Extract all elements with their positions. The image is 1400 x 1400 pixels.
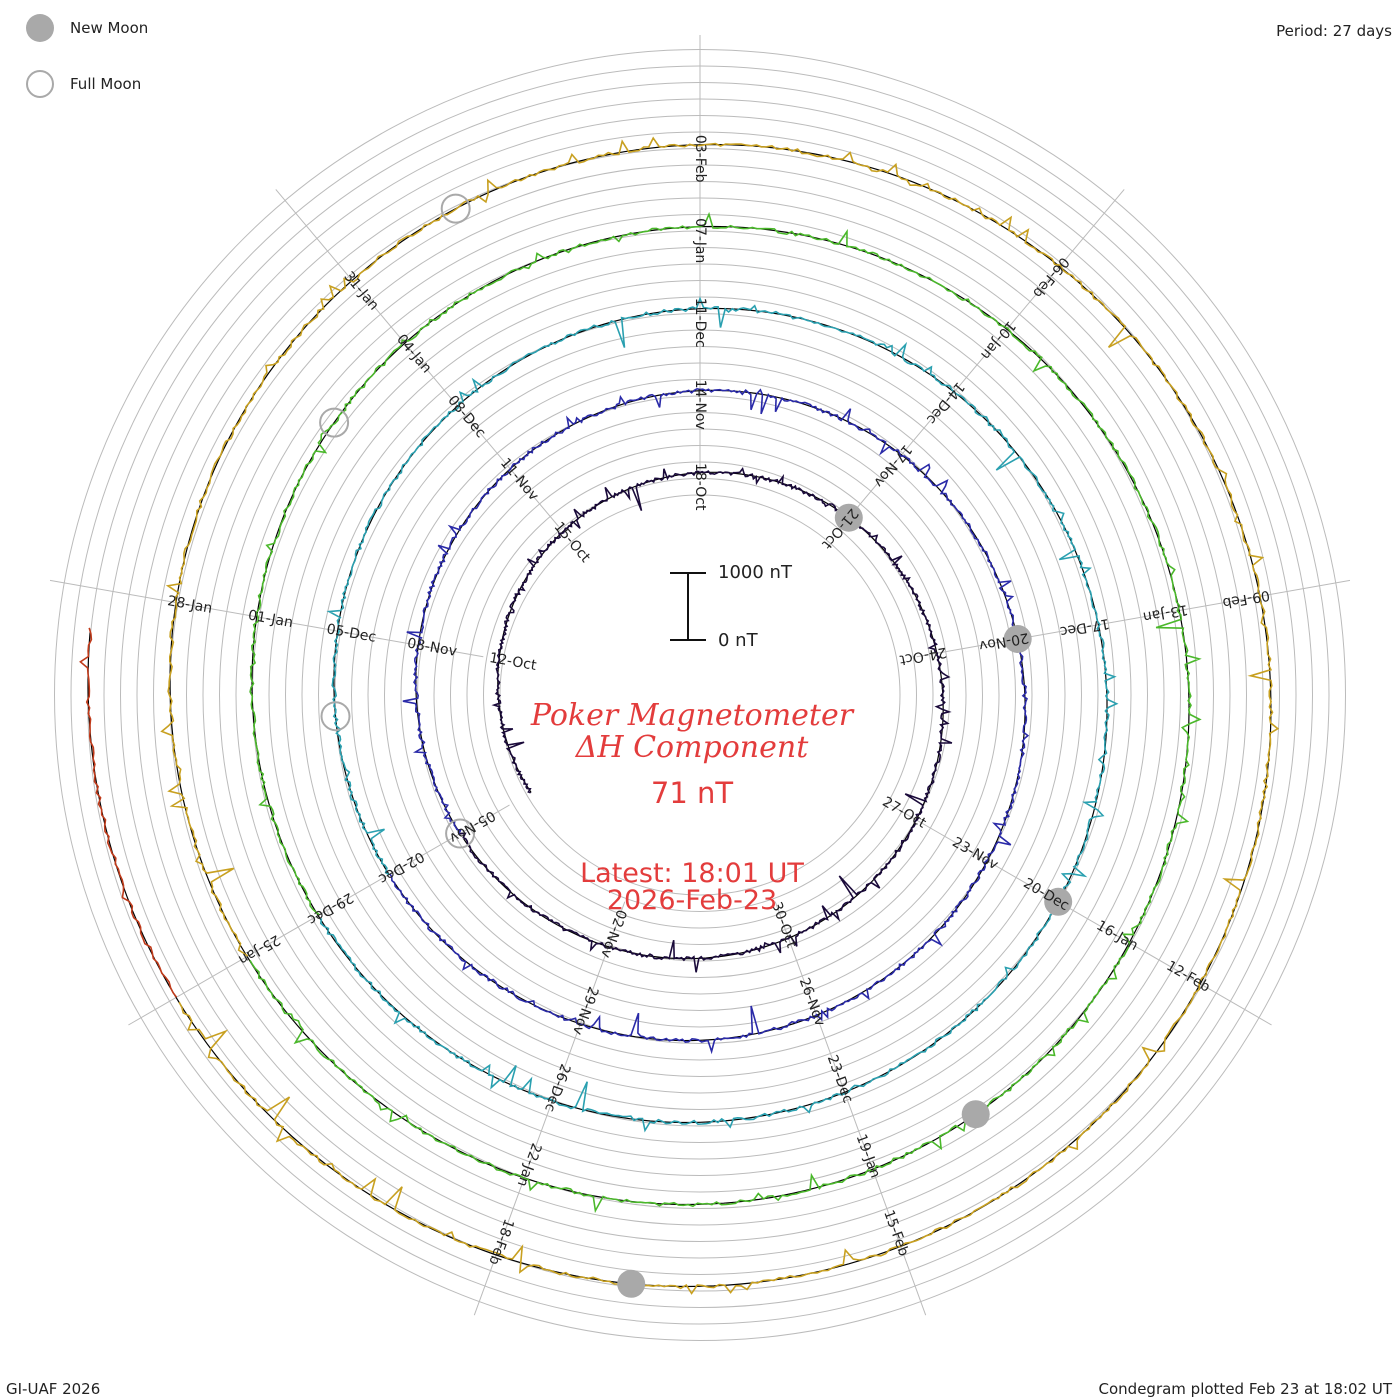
grid-spoke (275, 189, 559, 527)
scale-bottom-label: 0 nT (718, 630, 758, 651)
scale-top-label: 1000 nT (718, 562, 792, 583)
full-moon-marker (445, 818, 476, 849)
trace-ring-2 (389, 387, 1030, 1055)
full-moon-marker (320, 701, 351, 732)
tick-label: 18-Oct (692, 463, 708, 511)
grid-ring (499, 494, 901, 896)
full-moon-icon (26, 70, 54, 98)
current-value: 71 nT (650, 776, 734, 810)
tick-label: 28-Jan (166, 593, 213, 617)
tick-label: 22-Jan (514, 1141, 545, 1189)
baseline-ring-2 (393, 389, 1026, 1042)
grid-spoke (916, 579, 1351, 658)
tick-label: 09-Feb (1221, 587, 1271, 611)
footer-credit: GI-UAF 2026 (6, 1380, 101, 1398)
full-moon-marker (440, 193, 471, 224)
tick-label: 11-Dec (692, 298, 708, 348)
tick-label: 15-Feb (880, 1208, 911, 1258)
full-moon-marker (319, 407, 350, 438)
new-moon-marker (1003, 625, 1032, 653)
trace-ring-3 (319, 296, 1119, 1133)
legend-full-moon: Full Moon (26, 70, 141, 98)
chart-subtitle: ΔH Component (575, 730, 809, 765)
scale-bar (670, 572, 706, 641)
grid-spoke (473, 901, 626, 1316)
tick-label: 16-Jan (1094, 918, 1141, 954)
trace-ring-5 (160, 136, 1280, 1295)
tick-label: 12-Feb (1163, 958, 1212, 996)
tick-label: 05-Dec (325, 621, 377, 645)
period-label: Period: 27 days (1276, 22, 1392, 40)
new-moon-label: New Moon (70, 19, 149, 37)
latest-date: 2026-Feb-23 (606, 885, 778, 916)
tick-label: 19-Jan (853, 1132, 884, 1180)
tick-label: 08-Nov (406, 635, 458, 659)
full-moon-label: Full Moon (70, 75, 142, 93)
grid-spoke (841, 189, 1125, 527)
legend-new-moon: New Moon (26, 14, 148, 42)
footer-plot-time: Condegram plotted Feb 23 at 18:02 UT (1098, 1380, 1392, 1398)
tick-label: 23-Dec (824, 1053, 856, 1105)
tick-label: 12-Oct (488, 650, 538, 674)
tick-label: 23-Nov (949, 834, 1000, 873)
new-moon-marker (1044, 887, 1073, 916)
new-moon-marker (961, 1100, 990, 1129)
grid-spoke (49, 579, 484, 658)
tick-label: 17-Dec (1059, 615, 1111, 639)
tick-label: 08-Dec (444, 393, 488, 442)
trace-ring-6 (79, 627, 178, 998)
grid-spoke (890, 804, 1272, 1026)
latest-time: Latest: 18:01 UT (580, 858, 804, 889)
tick-label: 03-Feb (692, 135, 708, 183)
tick-label: 13-Jan (1142, 601, 1189, 625)
tick-label: 07-Jan (692, 218, 708, 263)
trace-ring-4 (249, 211, 1202, 1214)
new-moon-marker (834, 503, 863, 532)
new-moon-icon (26, 14, 54, 42)
tick-label: 01-Jan (247, 607, 294, 631)
new-moon-marker (617, 1269, 646, 1298)
grid-ring (483, 478, 917, 912)
chart-title: Poker Magnetometer (530, 698, 854, 733)
baseline-ring-6 (87, 630, 177, 998)
tick-label: 06-Feb (1029, 254, 1072, 301)
moon-markers (319, 193, 1073, 1298)
trace-ring-1 (459, 466, 953, 973)
tick-label: 14-Nov (692, 380, 708, 430)
data-traces (79, 136, 1280, 1295)
tick-label: 02-Dec (376, 848, 427, 887)
